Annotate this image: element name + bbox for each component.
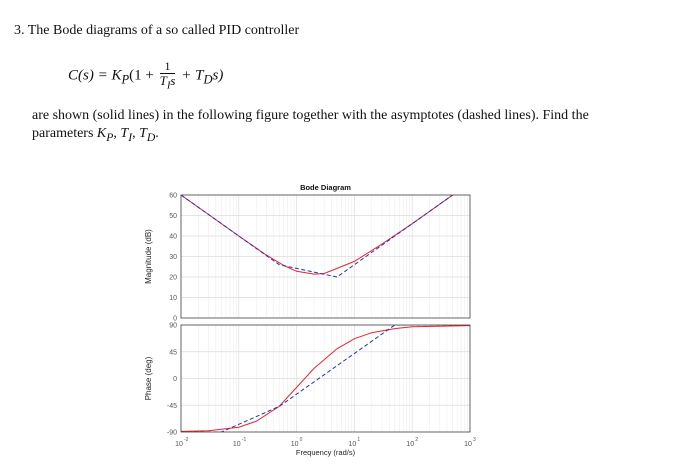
xtick-label: 10 bbox=[349, 441, 357, 448]
magnitude-ytick-label: 60 bbox=[169, 193, 177, 200]
magnitude-ytick-label: 10 bbox=[169, 295, 177, 302]
xtick-exponent: -2 bbox=[184, 437, 189, 443]
xtick-label: 10 bbox=[233, 441, 241, 448]
line2-prefix: parameters bbox=[32, 126, 97, 141]
den-t: T bbox=[159, 73, 167, 88]
problem-text: The Bode diagrams of a so called PID con… bbox=[27, 23, 300, 38]
param-ti: T bbox=[120, 126, 129, 141]
magnitude-series-dashed-line bbox=[181, 195, 454, 278]
magnitude-ytick-label: 20 bbox=[169, 275, 177, 282]
magnitude-ytick-label: 40 bbox=[169, 234, 177, 241]
sep-1: , bbox=[113, 126, 121, 141]
question-paragraph: are shown (solid lines) in the following… bbox=[32, 107, 642, 147]
magnitude-ytick-label: 50 bbox=[169, 213, 177, 220]
xtick-exponent: 3 bbox=[473, 437, 476, 443]
pid-formula: C(s) = KP(1 + 1 TIs + TDs) bbox=[68, 60, 223, 93]
magnitude-ytick-label: 0 bbox=[173, 316, 177, 323]
phase-series-solid-line bbox=[181, 325, 470, 432]
paragraph-line2: parameters KP, TI, TD. bbox=[32, 125, 642, 147]
formula-open: (1 + bbox=[129, 67, 154, 84]
xtick-label: 10 bbox=[291, 441, 299, 448]
phase-axes-frame bbox=[180, 324, 471, 433]
phase-ytick-label: 45 bbox=[169, 349, 177, 356]
param-kp: K bbox=[96, 126, 107, 141]
formula-tail: s) bbox=[212, 67, 224, 84]
formula-sub-p: P bbox=[121, 72, 130, 87]
formula-plus-t: + T bbox=[181, 67, 204, 84]
xtick-exponent: 1 bbox=[357, 437, 360, 443]
param-ti-sub: I bbox=[128, 130, 133, 144]
phase-ytick-label: 90 bbox=[169, 323, 177, 330]
paragraph-line1: are shown (solid lines) in the following… bbox=[32, 108, 589, 123]
den-s: s bbox=[170, 73, 176, 88]
magnitude-axes-frame bbox=[180, 194, 471, 319]
formula-fraction: 1 TIs bbox=[159, 60, 176, 93]
param-kp-sub: P bbox=[106, 130, 114, 144]
xtick-exponent: -1 bbox=[242, 437, 247, 443]
xtick-exponent: 0 bbox=[300, 437, 303, 443]
xtick-label: 10 bbox=[464, 441, 472, 448]
problem-statement: 3. The Bode diagrams of a so called PID … bbox=[14, 22, 299, 40]
period: . bbox=[155, 126, 159, 141]
phase-ytick-label: -45 bbox=[167, 403, 177, 410]
phase-ytick-label: 0 bbox=[173, 376, 177, 383]
fraction-denominator: TIs bbox=[160, 74, 176, 93]
fraction-numerator: 1 bbox=[159, 60, 176, 74]
xtick-label: 10 bbox=[406, 441, 414, 448]
chart-title: Bode Diagram bbox=[300, 183, 351, 192]
formula-sub-d: D bbox=[203, 72, 213, 87]
magnitude-ytick-label: 30 bbox=[169, 254, 177, 261]
formula-lhs: C(s) = K bbox=[68, 67, 122, 84]
xtick-exponent: 2 bbox=[415, 437, 418, 443]
param-td: T bbox=[139, 126, 147, 141]
sep-2: , bbox=[132, 126, 140, 141]
problem-number: 3. bbox=[14, 23, 25, 38]
chart-xlabel: Frequency (rad/s) bbox=[296, 448, 356, 457]
phase-ylabel: Phase (deg) bbox=[144, 356, 153, 400]
param-td-sub: D bbox=[146, 130, 156, 144]
magnitude-ylabel: Magnitude (dB) bbox=[144, 229, 153, 284]
den-sub-i: I bbox=[166, 79, 171, 92]
magnitude-series-solid-line bbox=[181, 195, 454, 275]
xtick-label: 10 bbox=[175, 441, 183, 448]
phase-ytick-label: -90 bbox=[167, 430, 177, 437]
